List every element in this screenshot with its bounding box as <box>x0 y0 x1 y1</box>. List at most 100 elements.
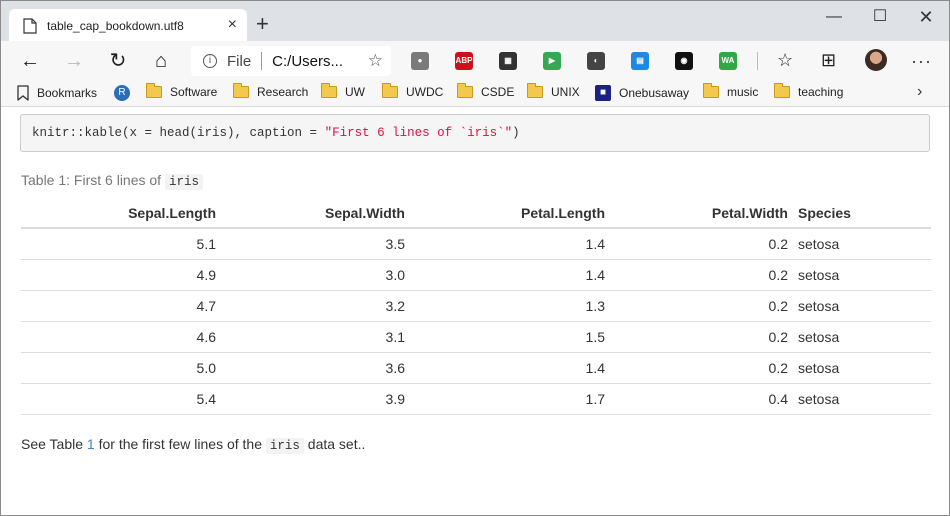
settings-menu-icon[interactable]: ··· <box>911 51 932 71</box>
table-cell: 0.2 <box>610 228 793 260</box>
table-cell: setosa <box>793 290 931 322</box>
bookmark-software[interactable]: Software <box>146 83 218 99</box>
column-header: Petal.Length <box>410 198 610 229</box>
bookmark-label: CSDE <box>481 85 515 99</box>
table-cell: setosa <box>793 259 931 291</box>
table-cell: setosa <box>793 321 931 353</box>
active-tab[interactable]: table_cap_bookdown.utf8 × <box>9 9 247 42</box>
address-divider <box>261 52 263 70</box>
maximize-button[interactable]: ☐ <box>872 8 888 25</box>
table-cell: 5.0 <box>21 352 221 384</box>
whatsapp-extension-icon[interactable]: WA <box>719 52 737 70</box>
table-row: 4.7 3.2 1.3 0.2 setosa <box>21 290 931 322</box>
bookmark-icon <box>17 85 29 101</box>
caption-text: Table 1: First 6 lines of <box>21 172 165 188</box>
column-header: Petal.Width <box>610 198 793 229</box>
table-cell: 1.4 <box>410 352 610 384</box>
column-header: Sepal.Width <box>221 198 410 229</box>
forward-arrow-icon[interactable]: → <box>64 50 84 72</box>
table-cell: 5.1 <box>21 228 221 260</box>
table-cell: 3.6 <box>221 352 410 384</box>
code-suffix: ) <box>512 126 520 140</box>
table-cell: 0.2 <box>610 352 793 384</box>
bookmarks-bar: Bookmarks R Software Research UW UWDC CSDE UN… <box>1 81 949 107</box>
address-bar[interactable]: i File C:/Users... ☆ <box>191 46 391 76</box>
column-header: Species <box>793 198 931 229</box>
back-arrow-icon[interactable]: ← <box>20 50 40 72</box>
reload-icon[interactable]: ↻ <box>109 50 127 72</box>
iris-table: Sepal.Length Sepal.Width Petal.Length Petal… <box>21 198 931 415</box>
favorite-star-icon[interactable]: ☆ <box>367 51 383 70</box>
address-scheme: File <box>227 52 252 70</box>
bookmark-label: UNIX <box>551 85 580 99</box>
github-extension-icon[interactable]: ◉ <box>675 52 693 70</box>
column-header: Sepal.Length <box>21 198 221 229</box>
document-icon <box>23 17 37 34</box>
folder-icon <box>321 83 337 98</box>
table-caption: Table 1: First 6 lines of iris <box>21 172 203 190</box>
folder-icon <box>457 83 473 98</box>
table-row: 4.9 3.0 1.4 0.2 setosa <box>21 259 931 291</box>
adblock-plus-extension-icon[interactable]: ABP <box>455 52 473 70</box>
ghostery-extension-icon[interactable]: ● <box>411 52 429 70</box>
code-block: knitr::kable(x = head(iris), caption = "… <box>20 114 930 152</box>
new-tab-button[interactable]: + <box>256 11 269 36</box>
minimize-button[interactable]: — <box>826 8 842 25</box>
table-cell: 0.2 <box>610 321 793 353</box>
table-cell: 4.7 <box>21 290 221 322</box>
bookmark-teaching[interactable]: teaching <box>774 83 843 99</box>
tab-strip: table_cap_bookdown.utf8 × + — ☐ ✕ <box>1 1 949 42</box>
bookmark-research[interactable]: Research <box>233 83 309 99</box>
table-cell: 4.9 <box>21 259 221 291</box>
address-url[interactable]: C:/Users... <box>272 52 344 70</box>
bookmark-uwdc[interactable]: UWDC <box>382 83 444 99</box>
incognito-extension-icon[interactable]: ◐ <box>587 52 605 70</box>
bus-icon: ■ <box>595 85 611 101</box>
bookmark-onebusaway[interactable]: ■ Onebusaway <box>595 85 689 101</box>
collections-icon[interactable]: ⊞ <box>821 50 837 70</box>
qr-code-extension-icon[interactable]: ▦ <box>499 52 517 70</box>
table-reference-link[interactable]: 1 <box>86 436 95 452</box>
bookmark-label: UWDC <box>406 85 444 99</box>
bookmark-csde[interactable]: CSDE <box>457 83 515 99</box>
close-tab-icon[interactable]: × <box>227 16 237 33</box>
table-cell: 1.4 <box>410 228 610 260</box>
table-cell: 0.2 <box>610 290 793 322</box>
table-cell: 1.7 <box>410 383 610 415</box>
toolbar-divider <box>757 52 758 70</box>
play-extension-icon[interactable]: ▶ <box>543 52 561 70</box>
chevron-right-icon[interactable]: › <box>917 83 923 100</box>
body-paragraph: See Table 1 for the first few lines of t… <box>21 436 366 454</box>
home-icon[interactable]: ⌂ <box>154 50 168 72</box>
bookmark-label: Software <box>170 85 218 99</box>
profile-avatar[interactable] <box>865 49 887 71</box>
favorites-list-icon[interactable]: ☆ <box>777 50 794 70</box>
table-cell: 1.5 <box>410 321 610 353</box>
table-cell: 0.4 <box>610 383 793 415</box>
bookmark-label: Research <box>257 85 309 99</box>
body-code: iris <box>265 438 304 454</box>
bookmarks-label: Bookmarks <box>37 86 98 100</box>
table-row: 5.1 3.5 1.4 0.2 setosa <box>21 228 931 260</box>
bookmark-uw[interactable]: UW <box>321 83 365 99</box>
bookmark-label: music <box>727 85 759 99</box>
caption-code: iris <box>164 174 203 190</box>
table-cell: 5.4 <box>21 383 221 415</box>
table-cell: 1.4 <box>410 259 610 291</box>
r-logo-icon: R <box>114 85 130 101</box>
bookmarks-menu[interactable]: Bookmarks <box>17 85 97 101</box>
navigation-toolbar: ← → ↻ ⌂ i File C:/Users... ☆ ● ABP ▦ ▶ ◐ ▤ ◉ WA… <box>1 41 949 81</box>
window-share-extension-icon[interactable]: ▤ <box>631 52 649 70</box>
info-icon[interactable]: i <box>203 54 217 68</box>
close-window-button[interactable]: ✕ <box>918 7 934 27</box>
folder-icon <box>774 83 790 98</box>
table-cell: 3.9 <box>221 383 410 415</box>
bookmark-unix[interactable]: UNIX <box>527 83 580 99</box>
table-cell: 3.5 <box>221 228 410 260</box>
table-cell: 3.2 <box>221 290 410 322</box>
body-suffix: data set.. <box>303 436 366 452</box>
r-bookmark[interactable]: R <box>114 85 138 101</box>
bookmark-music[interactable]: music <box>703 83 759 99</box>
table-cell: 0.2 <box>610 259 793 291</box>
